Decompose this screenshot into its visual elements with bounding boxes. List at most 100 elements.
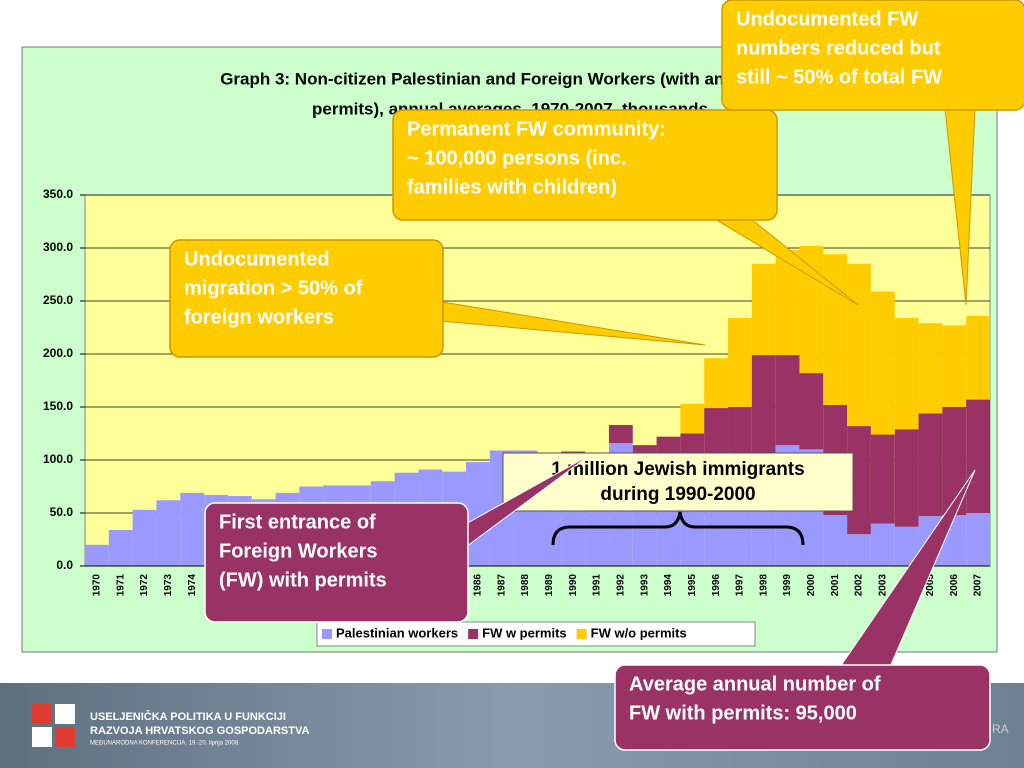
brace [551,511,805,546]
callout-text: numbers reduced but [736,37,941,59]
x-tick-label: 2003 [877,574,888,597]
bar-segment [894,526,919,566]
bar-segment [870,291,895,435]
x-tick-label: 1994 [663,574,674,597]
callout-text: Average annual number of [629,673,881,695]
callout: First entrance of Foreign Workers (FW) wit… [204,454,591,623]
bar-segment [918,413,943,517]
callout-text: migration > 50% of [184,277,363,299]
callout: Average annual number of FW with permits:… [614,469,991,751]
x-tick-label: 2002 [854,574,865,597]
bar-segment [823,254,848,405]
callout-pointer-cover [700,206,740,210]
y-tick-label: 0.0 [56,558,73,572]
footer-small: MEĐUNARODNA KONFERENCIJA, 19.-20. lipnja… [90,741,240,747]
callout: Permanent FW community: ~ 100,000 persons… [392,109,859,306]
x-tick-label: 1988 [520,574,531,597]
x-tick-label: 1992 [615,574,626,597]
bar-segment [847,534,871,566]
x-tick-label: 1972 [139,574,150,597]
bar-segment [870,523,895,566]
legend-swatch [468,629,479,639]
bar-segment [894,429,919,527]
bar-segment [799,373,824,450]
callout-text: 1 million Jewish immigrants [551,459,804,480]
callout-box [392,109,778,221]
callout-box [502,452,854,512]
callout-text: Permanent FW community: [407,118,666,140]
x-tick-label: 1986 [473,574,484,597]
x-tick-label: 2007 [973,574,984,597]
bar-segment [751,263,776,356]
x-tick-label: 1971 [115,574,126,597]
footer-right: RA [992,722,1009,736]
bar-segment [966,315,990,400]
callout: 1 million Jewish immigrants during 1990-2… [502,452,854,512]
callout: Undocumented FW numbers reduced but still … [721,0,1024,306]
x-tick-label: 1987 [496,574,507,597]
x-tick-label: 1970 [92,574,103,597]
callout-text: Undocumented [184,248,330,270]
y-tick-label: 150.0 [43,399,73,413]
bar-segment [704,358,729,409]
callout-text: FW with permits: 95,000 [629,702,857,724]
bar-segment [870,434,895,524]
bar-segment [966,513,990,566]
bar-segment [156,500,181,566]
y-tick-label: 200.0 [43,346,73,360]
x-tick-label: 1998 [758,574,769,597]
bar-segment [942,325,967,407]
bar-segment [966,399,990,513]
bar-segment [823,515,848,566]
y-tick-label: 100.0 [43,452,73,466]
x-tick-label: 1989 [544,574,555,597]
callout-text: First entrance of [219,511,376,533]
callout: Undocumented migration > 50% of foreign wo… [169,239,706,358]
callout-box [169,239,444,358]
callout-text: still ~ 50% of total FW [736,66,942,88]
callout-text: (FW) with permits [219,569,387,591]
callout-text: foreign workers [184,306,334,328]
chart-title: Graph 3: Non-citizen Palestinian and For… [220,69,800,88]
callout-box [721,0,1024,111]
bar-segment [775,250,800,356]
callout-pointer-cover [840,667,890,671]
callout-pointer-cover [945,104,975,108]
x-tick-label: 1990 [568,574,579,597]
bar-segment [847,263,871,427]
bar-segment [608,425,633,444]
footer-text: USELJENIČKA POLITIKA U FUNKCIJI [90,710,286,723]
legend-label: FW w/o permits [591,625,687,640]
bar-segment [704,499,729,566]
x-tick-label: 2006 [949,574,960,597]
x-tick-label: 1996 [711,574,722,597]
x-tick-label: 2001 [830,574,841,597]
bar-segment [108,529,133,566]
y-tick-label: 350.0 [43,187,73,201]
bar-segment [918,323,943,414]
callout-text: families with children) [407,176,617,198]
bar-segment [85,544,109,566]
x-tick-label: 1995 [687,574,698,597]
x-tick-label: 1973 [163,574,174,597]
footer-text: RAZVOJA HRVATSKOG GOSPODARSTVA [90,725,309,737]
callout-text: Foreign Workers [219,540,378,562]
y-tick-label: 300.0 [43,240,73,254]
bar-segment [180,492,205,566]
x-tick-label: 2005 [925,574,936,597]
legend-swatch [576,629,587,639]
callout-text: ~ 100,000 persons (inc. [407,147,627,169]
bar-segment [751,497,776,566]
callout-text: during 1990-2000 [600,484,755,505]
legend-swatch [322,629,332,639]
x-tick-label: 1974 [187,574,198,597]
y-tick-label: 50.0 [50,505,74,519]
bar-segment [775,355,800,446]
logo [32,704,75,747]
bar-segment [942,407,967,516]
bar-segment [728,317,752,407]
x-tick-label: 2000 [806,574,817,597]
bar-segment [656,497,681,566]
y-tick-label: 250.0 [43,293,73,307]
